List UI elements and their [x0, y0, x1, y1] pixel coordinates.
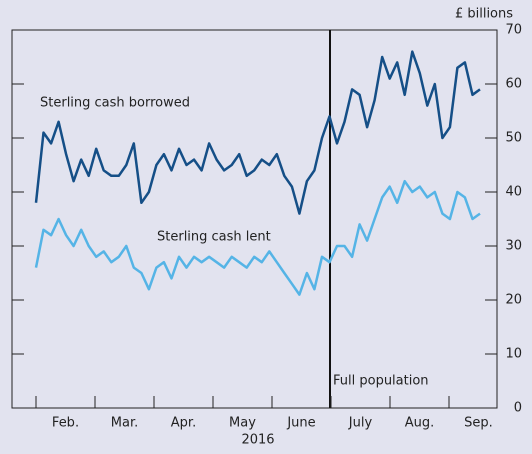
x-tick-label: Sep. — [464, 416, 493, 431]
series-label: Sterling cash lent — [157, 230, 271, 245]
x-tick-label: July — [348, 416, 373, 431]
y-tick-label: 50 — [505, 131, 522, 146]
x-tick-label: Aug. — [405, 416, 435, 431]
y-tick-label: 60 — [505, 77, 522, 92]
plot-frame — [11, 29, 498, 409]
y-tick-label: 70 — [505, 23, 522, 38]
y-axis-label: £ billions — [455, 7, 513, 22]
y-tick-label: 10 — [505, 347, 522, 362]
y-tick-label: 40 — [505, 185, 522, 200]
x-tick-label: Mar. — [111, 416, 138, 431]
x-tick-label: May — [229, 416, 256, 431]
x-axis-label: 2016 — [241, 433, 274, 448]
x-tick-label: Apr. — [171, 416, 196, 431]
y-tick-label: 30 — [505, 239, 522, 254]
x-tick-label: June — [286, 416, 315, 431]
series-label: Sterling cash borrowed — [40, 96, 190, 111]
y-tick-label: 0 — [514, 401, 522, 416]
series-line — [34, 179, 481, 296]
annotation: Full population — [333, 374, 429, 389]
series-line — [34, 50, 481, 215]
x-tick-label: Feb. — [52, 416, 79, 431]
y-tick-label: 20 — [505, 293, 522, 308]
